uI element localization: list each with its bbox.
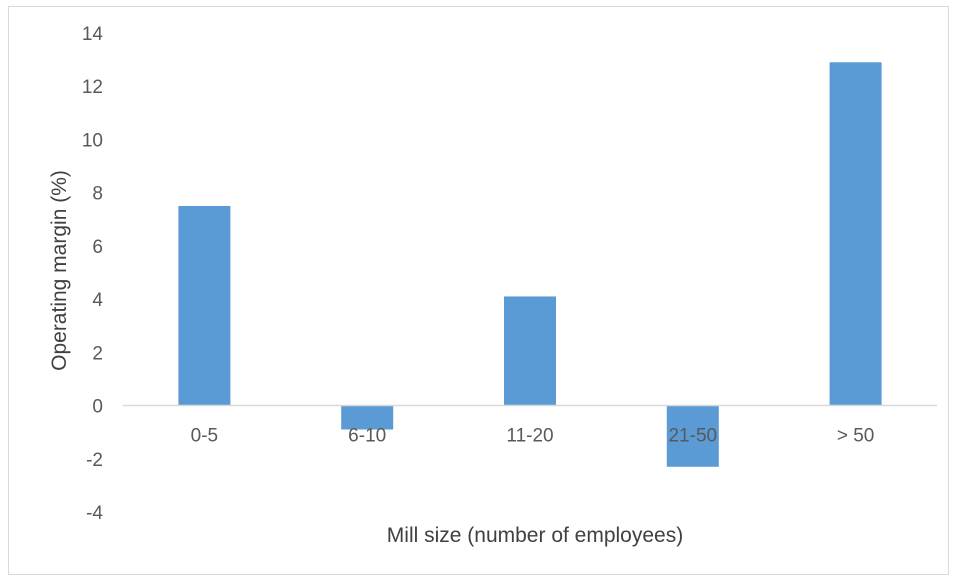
- bar-0: [178, 205, 231, 406]
- y-tick-label: 8: [92, 184, 103, 205]
- bar-1: [341, 405, 394, 430]
- bar-3: [666, 405, 719, 467]
- x-tick-label: 21-50: [668, 426, 717, 447]
- bar-4: [829, 62, 882, 406]
- y-tick-label: 10: [82, 130, 103, 151]
- x-tick-label: 6-10: [348, 426, 386, 447]
- y-tick-label: 2: [92, 343, 103, 364]
- y-axis-title: Operating margin (%): [48, 170, 71, 371]
- x-tick-labels: 0-5 6-10 11-20 21-50 > 50: [191, 426, 875, 447]
- y-tick-label: 14: [82, 24, 104, 45]
- y-tick-label: 6: [92, 237, 103, 258]
- bars-group: [178, 62, 882, 467]
- y-tick-label: 0: [92, 397, 103, 418]
- y-tick-label: 4: [92, 290, 103, 311]
- y-tick-labels: -4 -2 0 2 4 6 8 10 12 14: [82, 24, 104, 524]
- x-tick-label: 0-5: [191, 426, 218, 447]
- x-tick-label: 11-20: [506, 426, 553, 447]
- x-axis-title: Mill size (number of employees): [387, 524, 683, 547]
- bar-2: [504, 296, 556, 406]
- y-tick-label: -2: [86, 450, 103, 471]
- y-tick-label: -4: [86, 503, 103, 524]
- x-tick-label: > 50: [837, 426, 875, 447]
- y-tick-label: 12: [82, 77, 103, 98]
- chart-frame: [8, 6, 949, 575]
